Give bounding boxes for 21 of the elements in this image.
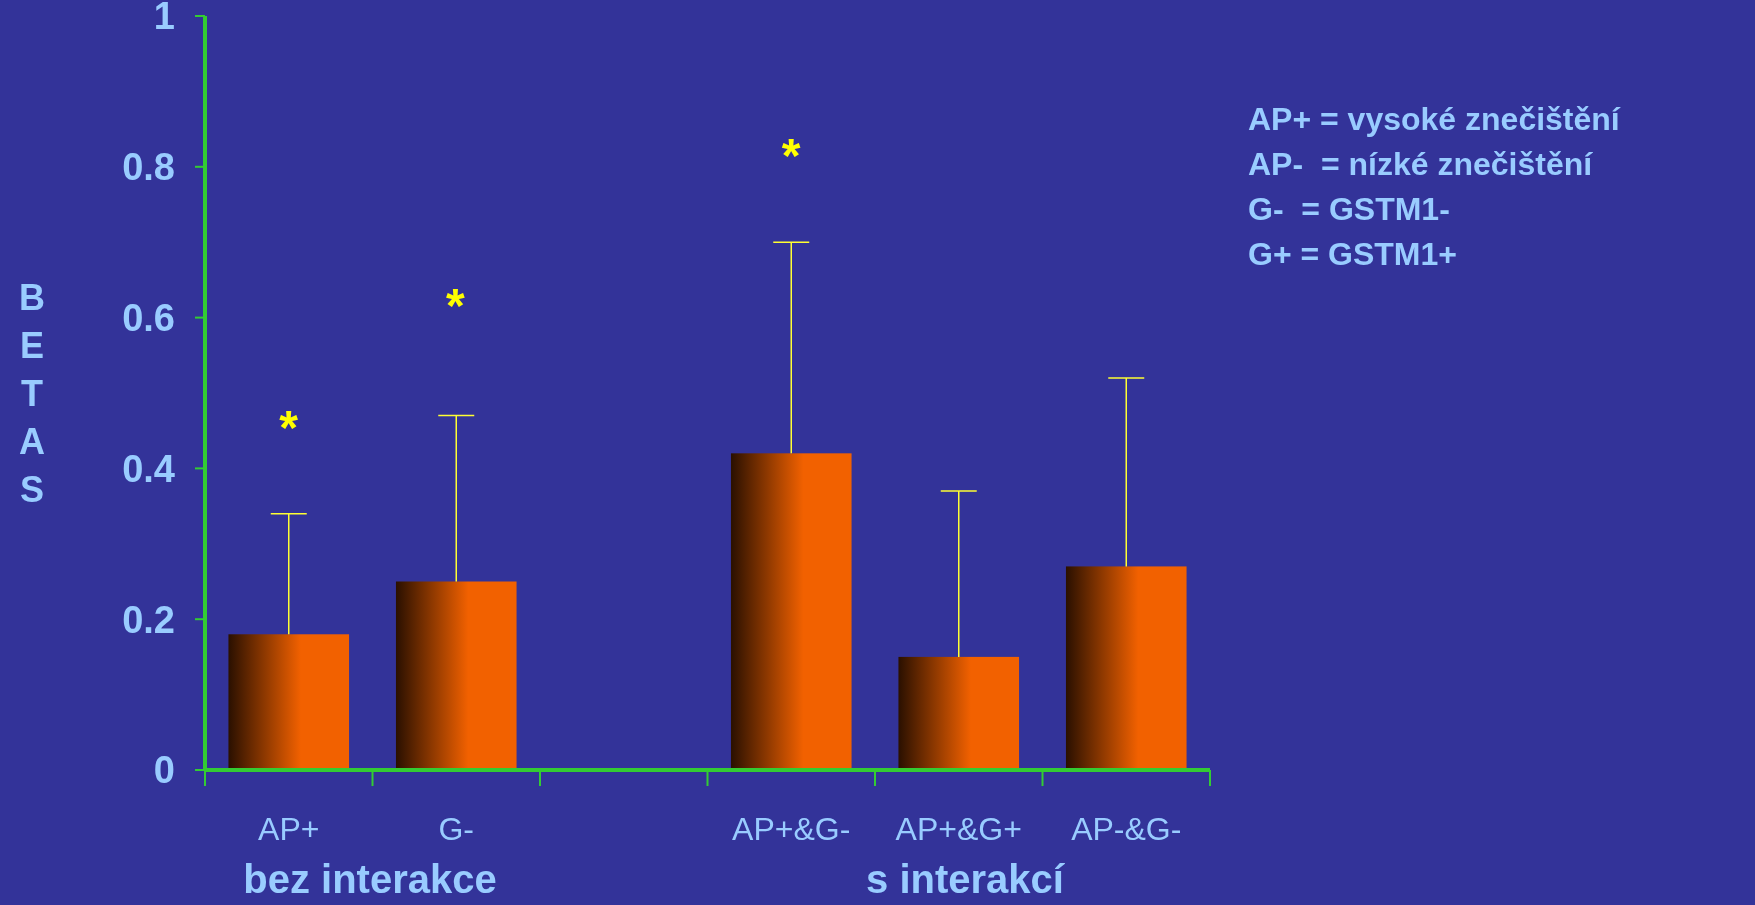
x-tick-label: AP-&G- <box>1071 811 1182 847</box>
text: s interakcí <box>866 857 1066 901</box>
text: bez interakce <box>243 857 497 901</box>
x-tick-label: AP+ <box>258 811 320 847</box>
annotation: * <box>446 278 466 332</box>
y-tick-label: 0 <box>153 749 175 792</box>
y-tick-label: 0.4 <box>122 447 175 490</box>
y-tick-label: 1 <box>153 0 175 38</box>
x-tick-label: AP+&G+ <box>895 811 1022 847</box>
annotation: * <box>781 128 801 182</box>
x-tick-label: AP+&G- <box>732 811 851 847</box>
annotation: * <box>279 400 299 454</box>
y-tick-label: 0.8 <box>122 146 175 189</box>
text: AP- = nízké znečištění <box>1248 146 1594 182</box>
text: AP+ = vysoké znečištění <box>1248 101 1621 137</box>
y-axis-title: BETAS <box>19 277 45 510</box>
text: G- = GSTM1- <box>1248 191 1450 227</box>
x-tick-label: G- <box>438 811 475 847</box>
y-tick-label: 0.2 <box>122 598 175 641</box>
y-tick-label: 0.6 <box>122 296 175 339</box>
text: G+ = GSTM1+ <box>1248 236 1457 272</box>
